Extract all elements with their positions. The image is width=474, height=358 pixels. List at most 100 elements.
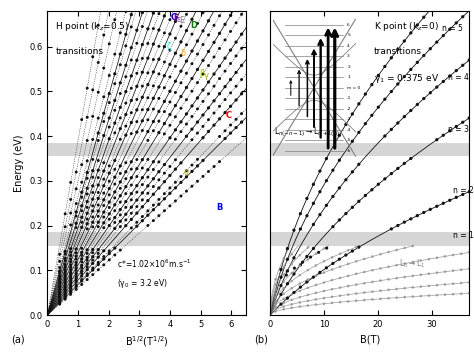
Point — [177, 119, 185, 125]
Point — [166, 122, 173, 128]
Point — [312, 263, 319, 268]
Point — [342, 252, 350, 258]
Point — [280, 306, 287, 312]
Point — [303, 213, 311, 219]
Point — [227, 103, 234, 109]
Point — [304, 285, 311, 291]
Text: G: G — [171, 13, 177, 22]
Point — [166, 17, 173, 23]
Point — [280, 304, 287, 309]
Point — [161, 179, 168, 185]
Point — [94, 175, 102, 180]
Point — [73, 201, 80, 207]
Point — [177, 23, 185, 29]
Point — [155, 71, 163, 77]
Point — [89, 257, 97, 263]
Point — [83, 211, 91, 216]
Point — [221, 37, 229, 43]
Point — [320, 295, 328, 301]
Point — [144, 70, 152, 76]
Point — [73, 279, 80, 285]
Point — [394, 120, 401, 126]
Point — [272, 276, 279, 282]
Point — [345, 283, 352, 289]
Point — [316, 168, 324, 174]
Point — [310, 274, 317, 280]
Point — [288, 291, 295, 297]
Point — [67, 265, 74, 270]
Text: transitions: transitions — [374, 47, 422, 56]
Point — [199, 87, 207, 93]
Point — [56, 286, 64, 291]
Point — [100, 197, 108, 203]
Point — [56, 300, 64, 306]
Point — [328, 300, 336, 306]
Point — [409, 273, 417, 279]
Point — [106, 199, 113, 205]
Point — [312, 251, 319, 257]
Point — [439, 79, 447, 84]
Point — [61, 281, 69, 287]
Point — [323, 203, 330, 208]
Point — [73, 286, 80, 292]
Point — [465, 290, 473, 296]
Point — [194, 106, 201, 112]
Point — [78, 179, 85, 185]
Point — [161, 121, 168, 126]
Point — [73, 284, 80, 289]
Point — [199, 58, 207, 63]
Point — [232, 39, 240, 45]
Point — [182, 97, 190, 102]
Point — [362, 121, 369, 127]
Point — [227, 13, 234, 18]
Bar — [47, 143, 246, 156]
Text: m = 0: m = 0 — [347, 86, 360, 90]
Text: n = 4: n = 4 — [448, 73, 469, 82]
Point — [155, 202, 163, 207]
Point — [94, 254, 102, 260]
Point — [117, 115, 124, 121]
Point — [361, 256, 368, 262]
Point — [144, 167, 152, 173]
Point — [138, 107, 146, 112]
Point — [310, 246, 317, 251]
Point — [78, 250, 85, 255]
Point — [144, 137, 152, 143]
Point — [388, 126, 395, 132]
Point — [368, 112, 376, 118]
Point — [122, 43, 129, 49]
Point — [336, 157, 343, 163]
Point — [56, 277, 64, 283]
Point — [188, 16, 196, 22]
Point — [100, 254, 108, 260]
Point — [320, 258, 328, 264]
Point — [150, 184, 157, 189]
Point — [100, 110, 108, 116]
Point — [449, 281, 457, 287]
Point — [427, 90, 434, 96]
Text: 5: 5 — [347, 33, 350, 37]
Point — [61, 251, 69, 257]
Point — [155, 130, 163, 135]
Point — [94, 219, 102, 225]
Point — [111, 215, 118, 221]
Point — [238, 119, 246, 125]
Point — [100, 248, 108, 254]
Point — [320, 288, 328, 294]
Point — [73, 253, 80, 259]
Point — [221, 136, 229, 141]
Point — [355, 198, 363, 204]
Point — [61, 274, 69, 280]
Point — [453, 68, 460, 73]
Point — [155, 185, 163, 191]
Point — [441, 292, 449, 297]
Point — [128, 175, 135, 180]
Y-axis label: Energy (eV): Energy (eV) — [14, 134, 24, 192]
Point — [117, 218, 124, 224]
Point — [144, 212, 152, 218]
Point — [401, 285, 409, 291]
Text: B: B — [216, 203, 222, 212]
Point — [394, 223, 401, 228]
Point — [100, 168, 108, 174]
Point — [323, 178, 330, 184]
